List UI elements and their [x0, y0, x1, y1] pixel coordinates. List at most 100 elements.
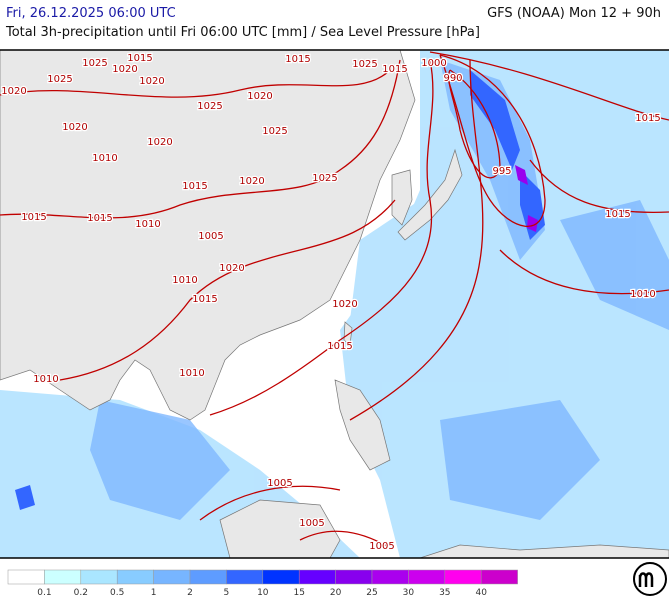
precip-intense — [515, 165, 538, 232]
isobar-label: 1015 — [192, 294, 217, 305]
legend-label: 30 — [403, 588, 415, 598]
isobar — [199, 485, 341, 521]
isobar-label: 1020 — [139, 76, 164, 87]
isobar-label: 1020 — [219, 263, 244, 274]
korea — [391, 169, 413, 226]
legend-swatch — [116, 569, 154, 585]
map-area: 1015 1025 1020 1000 1015 1015 1025 1020 1025 1020… — [0, 50, 669, 558]
isobar-label: 1010 — [33, 374, 58, 385]
legend-label: 1 — [151, 588, 157, 598]
land — [0, 50, 669, 558]
isobar — [299, 530, 391, 549]
isobar-label: 1005 — [299, 518, 324, 529]
isobar-label: 1010 — [630, 289, 655, 300]
isobar-label: 1010 — [172, 275, 197, 286]
legend-label: 5 — [224, 588, 230, 598]
isobar-label: 1015 — [327, 341, 352, 352]
isobar-label: 990 — [443, 73, 462, 84]
isobar-label: 1020 — [332, 299, 357, 310]
isobar-label: 1000 — [421, 58, 446, 69]
japan — [397, 148, 463, 241]
datetime: Fri, 26.12.2025 06:00 UTC — [6, 6, 176, 21]
precip-area — [515, 165, 528, 185]
isobar — [429, 51, 669, 121]
isobar — [209, 59, 434, 416]
isobar-label: 1025 — [82, 58, 107, 69]
isobar-label: 1015 — [605, 209, 630, 220]
isobar-label: 1025 — [262, 126, 287, 137]
isobar-label: 1015 — [285, 54, 310, 65]
isobar-label: 1015 — [87, 213, 112, 224]
isobar — [439, 54, 546, 228]
legend-swatch — [80, 569, 118, 585]
isobar-label: 1025 — [197, 101, 222, 112]
legend-swatch — [44, 569, 82, 585]
legend-swatch — [7, 569, 45, 585]
isobar-label: 1020 — [239, 176, 264, 187]
isobar-label: 995 — [492, 166, 511, 177]
isobar-label: 1015 — [127, 53, 152, 64]
precip-area — [560, 200, 669, 330]
subtitle: Total 3h-precipitation until Fri 06:00 U… — [6, 25, 480, 40]
legend-label: 40 — [475, 588, 487, 598]
legend-swatch — [262, 569, 300, 585]
isobar — [0, 69, 391, 98]
logo-ring — [633, 562, 667, 596]
legend-swatch — [153, 569, 191, 585]
isobar-label: 1020 — [147, 137, 172, 148]
isobar-label: 1025 — [352, 59, 377, 70]
logo — [633, 562, 667, 596]
precip-area — [527, 215, 538, 232]
isobar — [499, 249, 669, 295]
legend-label: 35 — [439, 588, 450, 598]
new-guinea — [419, 544, 669, 558]
philippines — [334, 379, 391, 471]
isobar — [529, 159, 669, 214]
legend-label: 2 — [187, 588, 193, 598]
legend-swatch — [226, 569, 264, 585]
isobar-label: 1025 — [47, 74, 72, 85]
precip-area — [440, 60, 545, 260]
legend-label: 15 — [293, 588, 304, 598]
legend-swatch — [335, 569, 373, 585]
legend-label: 0.1 — [37, 588, 51, 598]
legend-label: 0.2 — [74, 588, 88, 598]
legend-swatch — [480, 569, 518, 585]
precip-area — [90, 400, 230, 520]
isobar-label: 1020 — [1, 86, 26, 97]
legend-label: 25 — [366, 588, 377, 598]
precip-area — [340, 50, 669, 558]
legend-swatch — [298, 569, 336, 585]
isobar-label: 1015 — [21, 212, 46, 223]
isobar-label: 1020 — [112, 64, 137, 75]
legend-swatch — [444, 569, 482, 585]
precip-moderate — [90, 60, 669, 520]
isobar-label: 1015 — [382, 64, 407, 75]
isobar-labels: 1015 1025 1020 1000 1015 1015 1025 1020 1025 1020… — [0, 52, 662, 554]
legend-label: 20 — [330, 588, 342, 598]
isobar-label: 1005 — [369, 541, 394, 552]
isobar-label: 1020 — [62, 122, 87, 133]
logo-mark — [638, 572, 654, 587]
isobar-label: 1015 — [182, 181, 207, 192]
isobar — [0, 59, 401, 219]
isobar — [349, 59, 484, 421]
isobars — [0, 51, 669, 549]
precip-area — [440, 400, 600, 520]
borneo — [219, 499, 341, 558]
legend-label: 0.5 — [110, 588, 124, 598]
legend-swatch — [408, 569, 446, 585]
isobar-label: 1015 — [635, 113, 660, 124]
precip-area — [470, 70, 520, 170]
isobar-label: 1005 — [267, 478, 292, 489]
isobar-label: 1010 — [92, 153, 117, 164]
isobar-label: 1010 — [179, 368, 204, 379]
isobar — [59, 199, 396, 381]
isobar-label: 1020 — [247, 91, 272, 102]
isobar-label: 1025 — [312, 173, 337, 184]
precip-area — [15, 485, 35, 510]
legend-swatch — [189, 569, 227, 585]
model: GFS (NOAA) Mon 12 + 90h — [487, 6, 661, 21]
